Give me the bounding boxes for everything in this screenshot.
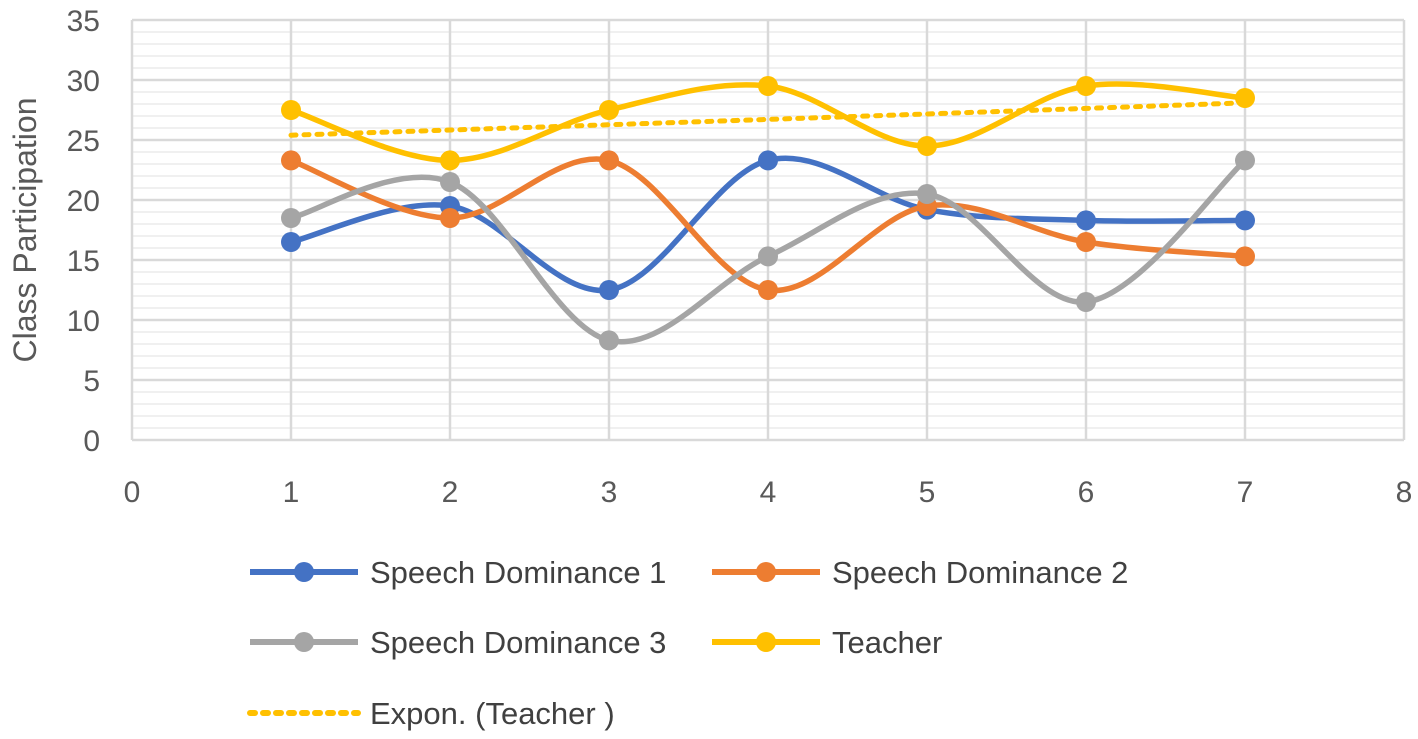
data-point [599,100,619,120]
y-tick-label: 0 [83,425,100,458]
legend-marker [756,632,776,652]
x-tick-label: 8 [1396,476,1413,509]
y-tick-label: 20 [67,185,100,218]
x-tick-label: 0 [124,476,141,509]
y-tick-label: 5 [83,365,100,398]
y-tick-label: 25 [67,125,100,158]
legend-label: Speech Dominance 3 [370,625,666,660]
data-point [599,150,619,171]
data-point [1076,210,1096,231]
data-point [281,208,301,228]
y-axis-title: Class Participation [7,98,43,363]
data-point [440,150,460,171]
data-point [599,280,619,300]
data-point [1235,150,1255,171]
x-tick-label: 3 [601,476,618,509]
data-point [599,330,619,351]
data-point [758,76,778,96]
x-tick-label: 4 [760,476,777,509]
data-point [917,184,937,204]
data-point [1076,76,1096,96]
data-point [281,100,301,120]
x-tick-label: 5 [919,476,936,509]
series-layer [281,76,1255,351]
legend-label: Speech Dominance 2 [832,555,1128,590]
data-point [1076,292,1096,312]
y-tick-label: 30 [67,65,100,98]
x-tick-label: 2 [442,476,459,509]
data-point [1235,210,1255,231]
legend-marker [294,632,314,652]
legend-marker [294,562,314,582]
x-axis-tick-labels: 0 1 2 3 4 5 6 7 8 [124,476,1413,509]
y-axis-tick-labels: 0 5 10 15 20 25 30 35 [67,5,100,458]
data-point [758,280,778,300]
trendline-teacher [288,100,1248,138]
data-point [1235,246,1255,267]
y-tick-label: 15 [67,245,100,278]
data-point [1235,88,1255,108]
y-tick-label: 10 [67,305,100,338]
data-point [440,172,460,192]
legend-label: Teacher [832,625,942,660]
legend-marker [756,562,776,582]
major-gridlines [130,18,1406,442]
legend-label: Expon. (Teacher ) [370,696,615,731]
x-tick-label: 1 [283,476,300,509]
trendline-layer [288,100,1248,138]
data-point [758,150,778,171]
data-point [440,208,460,228]
data-point [281,232,301,252]
data-point [758,246,778,267]
data-point [281,150,301,171]
x-tick-label: 6 [1078,476,1095,509]
legend: Speech Dominance 1 Speech Dominance 2 Spee… [247,555,1128,731]
x-tick-label: 7 [1237,476,1254,509]
y-tick-label: 35 [67,5,100,38]
data-point [917,136,937,156]
data-point [1076,232,1096,252]
legend-label: Speech Dominance 1 [370,555,666,590]
